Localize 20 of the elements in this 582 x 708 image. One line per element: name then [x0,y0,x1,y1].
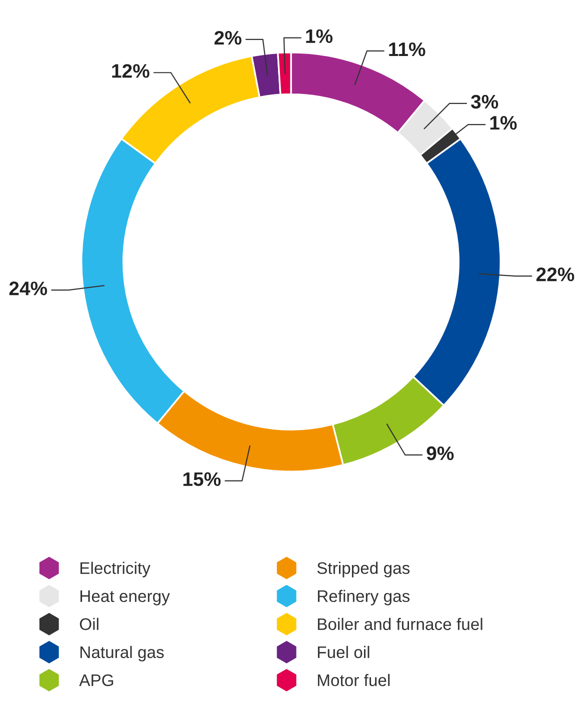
data-label: 3% [470,94,498,109]
data-label: 9% [426,446,454,460]
legend-label: Boiler and furnace fuel [318,618,482,630]
legend-label: Motor fuel [318,674,390,686]
data-label: 12% [112,64,150,78]
data-label: 11% [389,42,426,56]
data-label: 15% [183,472,221,486]
legend-label: Heat energy [80,590,170,606]
legend-label: Fuel oil [318,646,370,658]
legend-label: Stripped gas [317,562,410,578]
data-label: 2% [214,30,242,45]
data-label: 24% [9,282,48,296]
legend-label: APG [79,674,114,686]
legend-label: Refinery gas [318,590,410,606]
legend-label: Oil [80,618,98,630]
data-label: 1% [490,116,517,130]
legend-label: Natural gas [80,646,164,662]
data-label: 1% [306,29,333,44]
legend-label: Electricity [80,562,150,578]
data-label: 22% [536,267,574,282]
